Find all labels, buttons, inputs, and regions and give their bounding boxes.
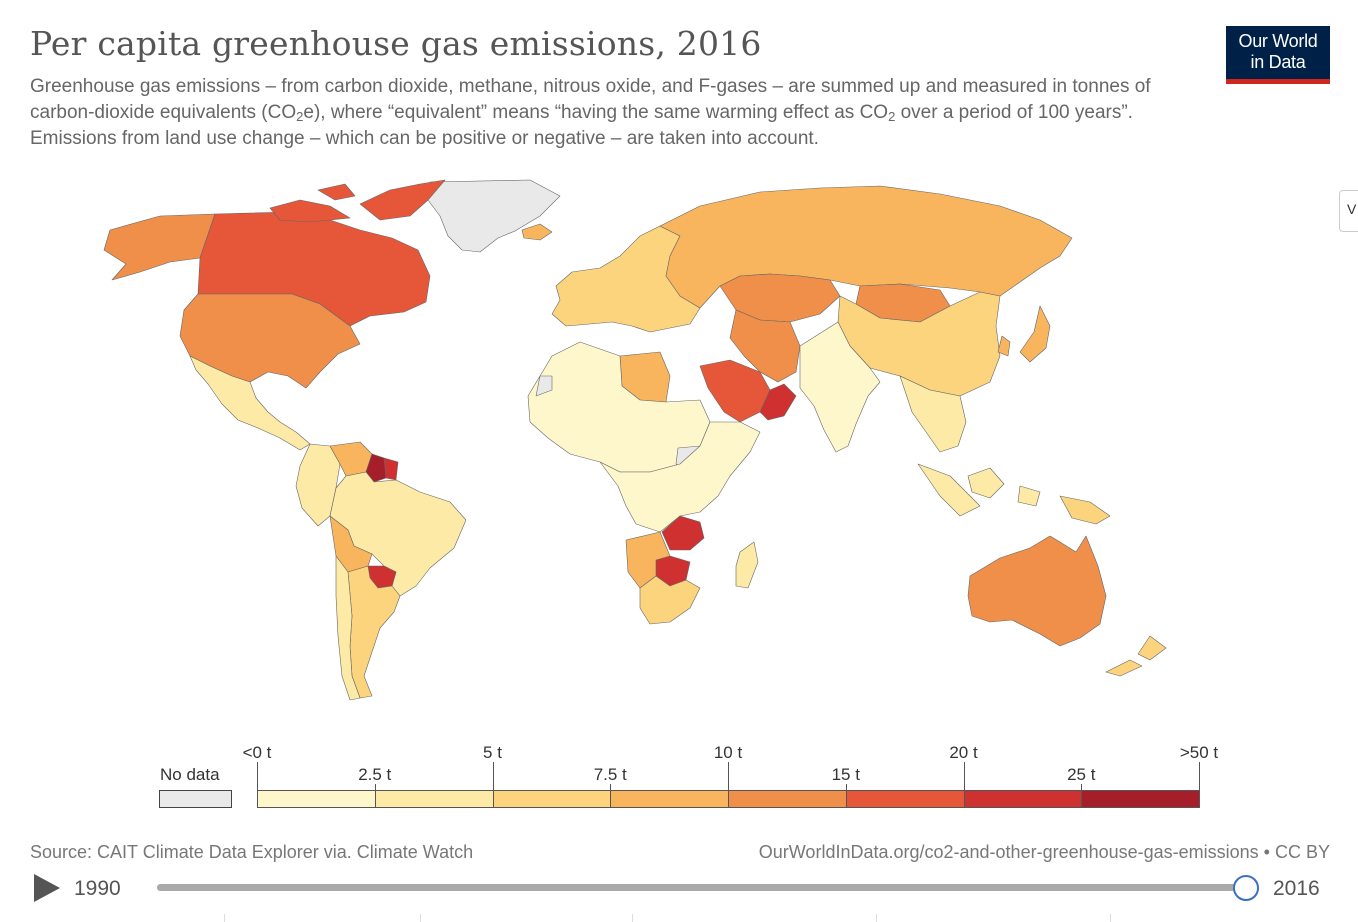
legend-tick — [728, 762, 729, 790]
legend-bin[interactable] — [963, 790, 1083, 808]
region-papua-new-guinea[interactable] — [1059, 495, 1111, 525]
legend-upper-label: 10 t — [713, 743, 743, 762]
timeline-slider-track[interactable] — [157, 884, 1247, 891]
tab-divider — [632, 914, 633, 922]
region-new-zealand[interactable] — [1105, 635, 1167, 677]
legend-tick — [1081, 784, 1083, 790]
side-panel-toggle[interactable]: V — [1339, 190, 1358, 232]
source-url[interactable]: OurWorldInData.org/co2-and-other-greenho… — [758, 842, 1330, 862]
legend-lower-label: 15 t — [831, 765, 860, 784]
tab-divider — [876, 914, 877, 922]
legend-tick — [610, 784, 612, 790]
legend-bin[interactable] — [728, 790, 847, 808]
region-guyana[interactable] — [365, 453, 387, 483]
region-russia[interactable] — [659, 185, 1073, 309]
region-indonesia[interactable] — [917, 463, 1041, 517]
tab-divider — [1110, 914, 1111, 922]
logo-line-2: in Data — [1250, 52, 1306, 72]
timeline-start-year: 1990 — [74, 877, 121, 900]
legend-lower-label: 25 t — [1067, 765, 1096, 784]
region-canada-islands[interactable] — [269, 179, 446, 223]
legend-tick — [492, 762, 494, 790]
region-india[interactable] — [799, 321, 881, 453]
region-united-states[interactable] — [179, 293, 361, 389]
region-zambia[interactable] — [661, 515, 705, 551]
region-southeast-asia[interactable] — [899, 375, 967, 453]
region-chile[interactable] — [335, 555, 361, 701]
region-argentina[interactable] — [347, 565, 401, 699]
legend-no-data-swatch — [159, 790, 232, 808]
subtitle-subscript-1: 2 — [296, 109, 304, 124]
legend-bin[interactable] — [610, 790, 729, 808]
legend-tick — [374, 784, 376, 790]
legend-bin[interactable] — [1081, 790, 1200, 808]
source-note[interactable]: Source: CAIT Climate Data Explorer via. … — [30, 842, 474, 862]
tab-divider — [224, 914, 225, 922]
logo-line-1: Our World — [1238, 31, 1318, 51]
region-iceland[interactable] — [521, 223, 553, 241]
bottom-tab-strip — [0, 914, 1358, 922]
legend-upper-label: 5 t — [483, 743, 502, 762]
region-central-africa[interactable] — [599, 421, 761, 533]
chart-subtitle: Greenhouse gas emissions – from carbon d… — [30, 74, 1160, 152]
timeline-slider-fill — [157, 884, 1247, 891]
legend-tick — [257, 762, 258, 790]
legend-tick — [845, 784, 847, 790]
region-alaska[interactable] — [103, 213, 216, 281]
region-namibia[interactable] — [625, 531, 671, 589]
world-map — [103, 179, 1167, 701]
region-iran[interactable] — [729, 309, 801, 383]
legend-upper-label: <0 t — [242, 743, 272, 762]
legend-tick — [1199, 762, 1200, 790]
color-legend: <0 t 5 t 10 t 20 t >50 t 2.5 t 7.5 t 15 t 25 t — [0, 740, 1358, 820]
legend-no-data-label: No data — [160, 765, 220, 784]
chart-title: Per capita greenhouse gas emissions, 201… — [30, 24, 762, 63]
region-greenland[interactable] — [427, 179, 561, 253]
region-western-sahara[interactable] — [535, 375, 553, 397]
region-japan-korea[interactable] — [997, 305, 1051, 363]
legend-tick — [963, 762, 965, 790]
region-south-africa[interactable] — [639, 575, 701, 625]
timeline-slider-handle[interactable] — [1233, 875, 1259, 901]
subtitle-text-2: e), where “equivalent” means “having the… — [303, 102, 889, 123]
legend-bin[interactable] — [374, 790, 494, 808]
timeline-end-year: 2016 — [1273, 877, 1320, 900]
region-madagascar[interactable] — [735, 541, 759, 589]
subtitle-text-3: over a period of 100 years”. Emissions f… — [30, 102, 1133, 149]
legend-lower-label: 2.5 t — [358, 765, 392, 784]
subtitle-text-1: Greenhouse gas emissions – from carbon d… — [30, 76, 1151, 123]
region-australia[interactable] — [967, 535, 1107, 647]
subtitle-subscript-2: 2 — [888, 109, 896, 124]
legend-upper-label: 20 t — [949, 743, 978, 762]
region-oman[interactable] — [759, 383, 797, 421]
legend-upper-label: >50 t — [1179, 743, 1219, 762]
owid-logo[interactable]: Our World in Data — [1226, 26, 1330, 84]
play-icon[interactable] — [30, 872, 62, 904]
tab-divider — [420, 914, 421, 922]
region-suriname[interactable] — [383, 457, 399, 481]
legend-lower-label: 7.5 t — [593, 765, 627, 784]
legend-bin[interactable] — [492, 790, 612, 808]
legend-bin[interactable] — [845, 790, 965, 808]
side-tab-glyph: V — [1347, 201, 1357, 217]
legend-bin[interactable] — [257, 790, 376, 808]
